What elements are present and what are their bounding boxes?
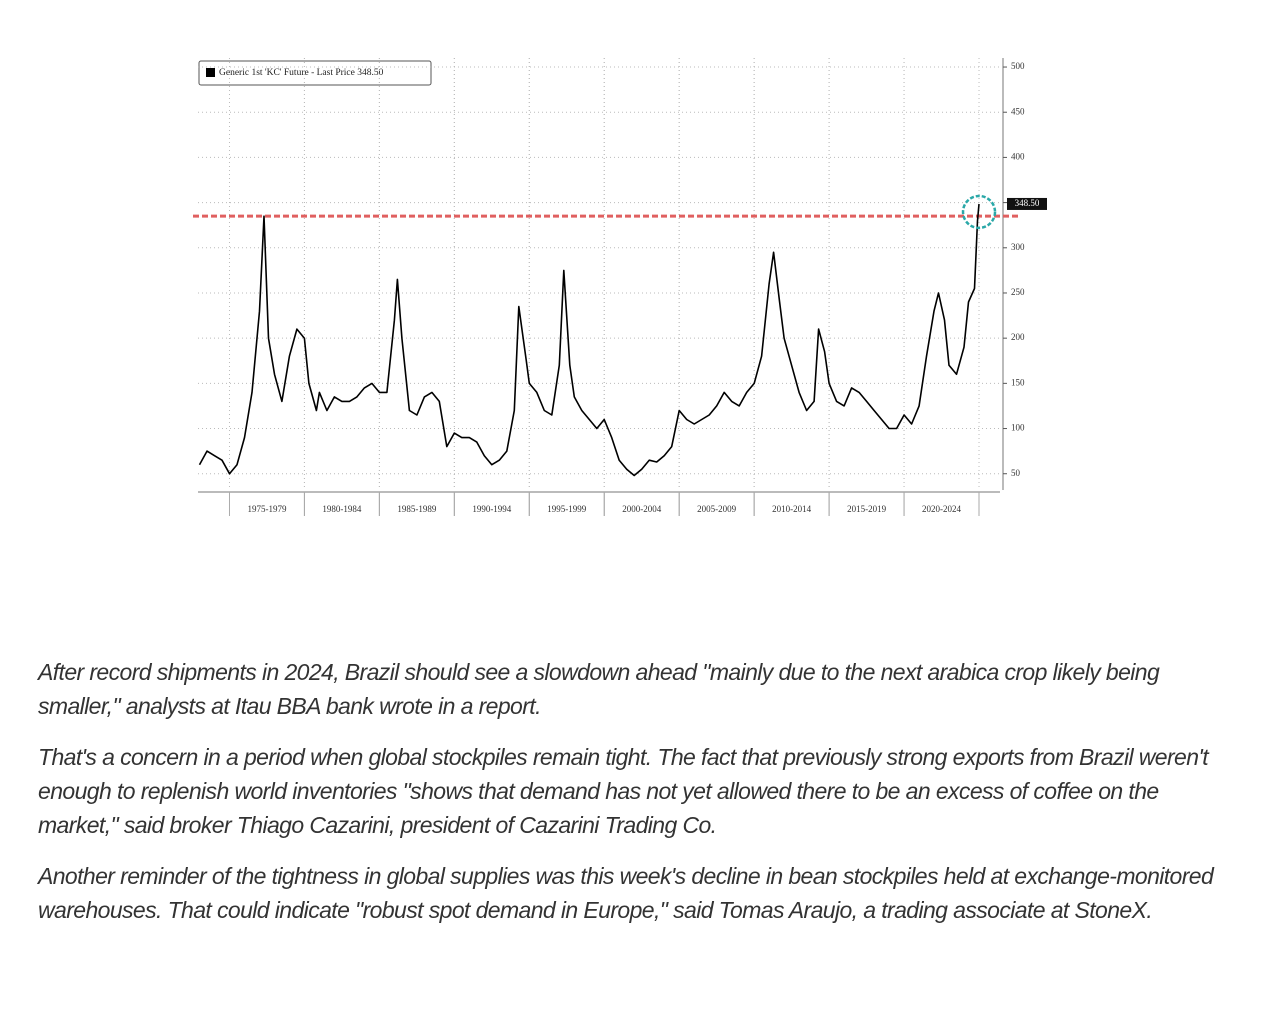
y-tick-label: 150 xyxy=(1011,377,1025,387)
y-tick-label: 450 xyxy=(1011,106,1025,116)
highlight-circle xyxy=(961,194,997,230)
chart: Generic 1st 'KC' Future - Last Price 348… xyxy=(193,58,1047,516)
x-tick-label: 2020-2024 xyxy=(922,504,961,514)
y-tick-label: 50 xyxy=(1011,468,1021,478)
x-tick-label: 1995-1999 xyxy=(547,504,586,514)
paragraph: That's a concern in a period when global… xyxy=(38,744,1209,838)
last-price-label: 348.50 xyxy=(1015,198,1040,208)
y-tick-label: 500 xyxy=(1011,61,1025,71)
x-tick-label: 1975-1979 xyxy=(247,504,286,514)
y-tick-label: 250 xyxy=(1011,287,1025,297)
x-tick-label: 2010-2014 xyxy=(772,504,811,514)
y-tick-label: 400 xyxy=(1011,151,1025,161)
paragraph: Another reminder of the tightness in glo… xyxy=(38,863,1214,923)
x-tick-label: 2000-2004 xyxy=(622,504,661,514)
price-line xyxy=(198,203,980,477)
y-tick-label: 100 xyxy=(1011,423,1025,433)
x-tick-label: 1990-1994 xyxy=(472,504,511,514)
article: After record shipments in 2024, Brazil s… xyxy=(38,655,1238,944)
legend-label: Generic 1st 'KC' Future - Last Price 348… xyxy=(219,68,384,78)
last-price-box xyxy=(1007,197,1047,210)
paragraph: After record shipments in 2024, Brazil s… xyxy=(38,659,1160,719)
y-tick-label: 200 xyxy=(1011,332,1025,342)
x-tick-label: 1980-1984 xyxy=(322,504,361,514)
y-tick-label: 300 xyxy=(1011,242,1025,252)
legend-box xyxy=(198,60,432,86)
x-tick-label: 1985-1989 xyxy=(397,504,436,514)
x-tick-label: 2005-2009 xyxy=(697,504,736,514)
legend-swatch xyxy=(206,68,215,77)
x-tick-label: 2015-2019 xyxy=(847,504,886,514)
